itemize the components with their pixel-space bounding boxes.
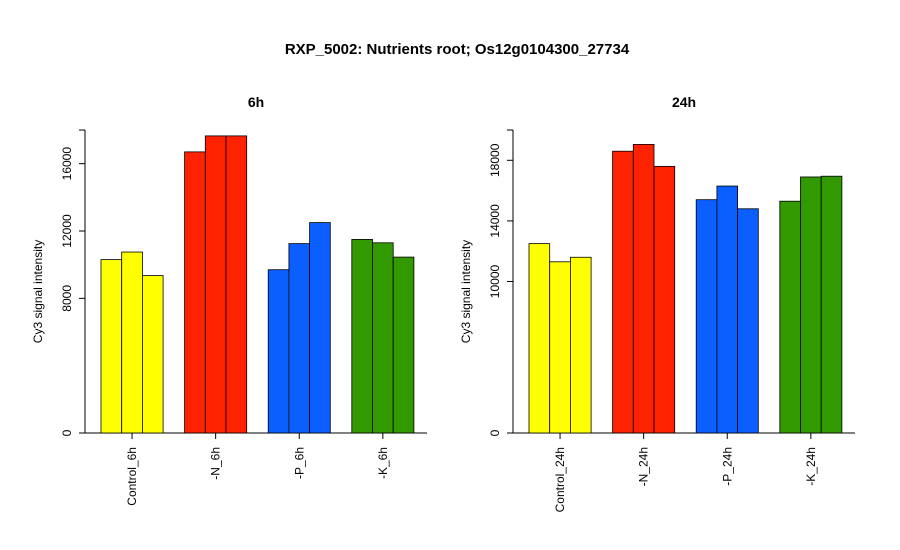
bar <box>612 150 634 434</box>
y-tick-label: 10000 <box>488 264 502 298</box>
bar <box>309 222 331 434</box>
y-tick-label: 16000 <box>60 147 74 181</box>
x-tick-label: -K_6h <box>376 447 390 479</box>
bar <box>121 251 143 434</box>
bar <box>549 261 571 434</box>
bar <box>225 135 248 434</box>
panel-title: 6h <box>248 94 264 110</box>
y-tick-label: 0 <box>488 429 502 436</box>
x-tick-label: -N_6h <box>209 447 223 480</box>
bar <box>653 165 676 434</box>
bar <box>737 208 759 434</box>
x-tick-label: -P_24h <box>720 447 734 486</box>
x-tick-label: -P_6h <box>292 447 306 479</box>
bar <box>800 176 822 434</box>
x-tick-label: Control_24h <box>553 447 567 512</box>
bar <box>570 256 592 434</box>
y-tick-label: 8000 <box>60 285 74 312</box>
bar <box>204 135 227 434</box>
bar <box>632 143 655 434</box>
bar <box>288 243 310 434</box>
bar <box>695 199 718 434</box>
bar <box>372 242 394 434</box>
bar <box>141 275 164 434</box>
bar <box>100 259 123 434</box>
main-title: RXP_5002: Nutrients root; Os12g0104300_2… <box>285 41 630 58</box>
y-tick-label: 14000 <box>488 204 502 238</box>
bar <box>820 175 843 434</box>
panel-title: 24h <box>672 94 696 110</box>
bar <box>351 239 373 434</box>
y-tick-label: 0 <box>60 429 74 436</box>
bar <box>779 200 801 434</box>
bar <box>184 151 206 434</box>
bar <box>716 185 739 434</box>
y-tick-label: 12000 <box>60 214 74 248</box>
x-tick-label: Control_6h <box>125 447 139 506</box>
bar <box>528 243 551 434</box>
y-axis-label: Cy3 signal intensity <box>31 240 45 343</box>
bar <box>267 269 290 434</box>
y-tick-label: 18000 <box>488 143 502 177</box>
y-axis-label: Cy3 signal intensity <box>459 240 473 343</box>
x-tick-label: -K_24h <box>804 447 818 486</box>
bar <box>392 256 415 434</box>
panel-6h: 6h 0 8000 12000 16000 Cy3 signal intensity Con… <box>31 94 427 506</box>
x-tick-label: -N_24h <box>637 447 651 486</box>
panel-24h: 24h 0 10000 14000 18000 Cy3 signal intensity C… <box>459 94 855 512</box>
